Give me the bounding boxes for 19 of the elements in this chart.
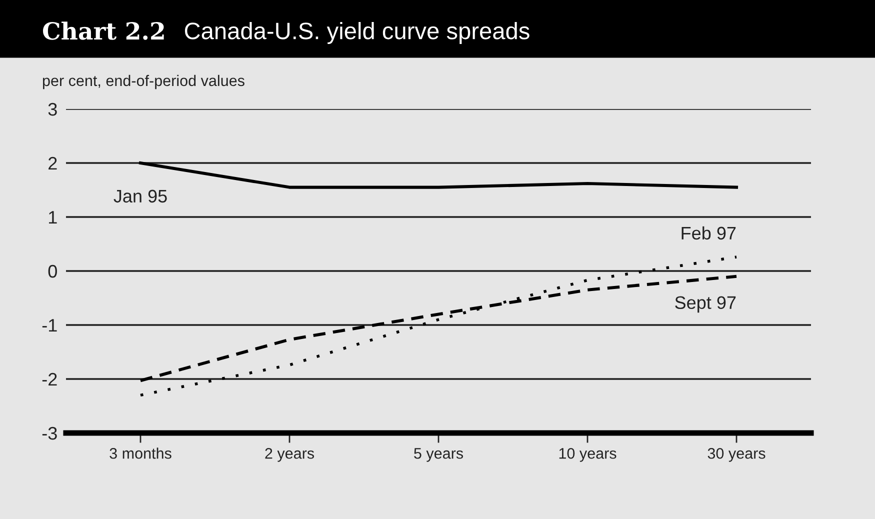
y-tick-label: -1 [42, 319, 57, 332]
y-axis-title: per cent, end-of-period values [42, 74, 244, 90]
chart-title: Chart 2.2 [42, 22, 164, 40]
y-tick-label: 1 [49, 211, 57, 224]
y-tick-label: 0 [48, 264, 57, 278]
x-tick-label: 3 months [110, 448, 172, 459]
y-tick-label: -2 [42, 372, 57, 386]
x-tick-label: 5 years [414, 448, 463, 462]
x-tick-label: 10 years [559, 448, 616, 462]
series-label: Feb 97 [682, 226, 736, 240]
line-series [139, 256, 738, 397]
y-tick-label: 3 [48, 102, 57, 116]
y-tick-label: -3 [42, 426, 57, 440]
x-tick-label: 30 years [708, 448, 766, 462]
series-label: Jan 95 [114, 190, 167, 203]
chart-subtitle: Canada-U.S. yield curve spreads [184, 22, 530, 44]
series-label: Sept 97 [675, 296, 736, 313]
x-tick-label: 2 years [265, 448, 314, 462]
y-tick-label: 2 [48, 156, 57, 170]
